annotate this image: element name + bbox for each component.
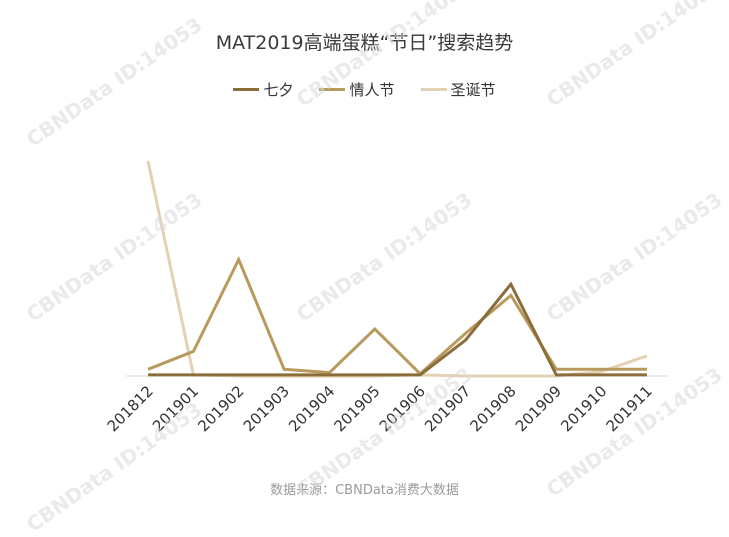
x-tick-label: 201903 bbox=[240, 382, 293, 435]
line-chart: 2018122019012019022019032019042019052019… bbox=[104, 160, 668, 435]
legend-item-qixi[interactable]: 七夕 bbox=[233, 79, 293, 100]
legend: 七夕 情人节 圣诞节 bbox=[0, 79, 729, 100]
x-tick-label: 201904 bbox=[285, 382, 338, 435]
x-tick-label: 201909 bbox=[512, 382, 565, 435]
chart-title: MAT2019高端蛋糕“节日”搜索趋势 bbox=[215, 32, 514, 54]
series-line-2 bbox=[146, 160, 648, 378]
series-line-0 bbox=[148, 281, 647, 377]
legend-swatch-christmas bbox=[420, 88, 447, 91]
legend-swatch-valentines bbox=[319, 88, 346, 91]
legend-swatch-qixi bbox=[233, 88, 260, 91]
legend-label-valentines: 情人节 bbox=[349, 81, 395, 99]
x-tick-label: 201908 bbox=[467, 382, 520, 435]
legend-label-christmas: 圣诞节 bbox=[450, 81, 496, 99]
x-tick-label: 201902 bbox=[194, 382, 247, 435]
x-tick-label: 201910 bbox=[557, 382, 610, 435]
legend-label-qixi: 七夕 bbox=[263, 81, 294, 99]
legend-item-christmas[interactable]: 圣诞节 bbox=[420, 79, 496, 100]
series-line-1 bbox=[147, 255, 647, 376]
source-note: 数据来源：CBNData消费大数据 bbox=[270, 483, 459, 498]
legend-item-valentines[interactable]: 情人节 bbox=[319, 79, 395, 100]
